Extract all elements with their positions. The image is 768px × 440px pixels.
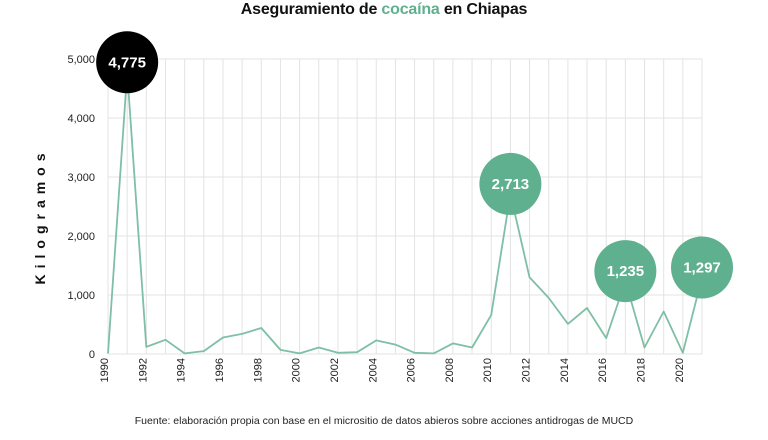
x-tick-label: 1996 — [214, 358, 226, 382]
callout-label: 2,713 — [492, 176, 530, 193]
callout-label: 1,235 — [607, 263, 645, 280]
y-axis-label: Kilogramos — [32, 147, 48, 284]
title-suffix: en Chiapas — [439, 1, 528, 18]
callout-circle — [594, 240, 657, 303]
y-tick-label: 5,000 — [67, 54, 95, 66]
x-axis-ticks: 1990 1992 1994 1996 1998 2000 2002 2004 2006 2008… — [99, 358, 686, 382]
x-tick-label: 2008 — [444, 358, 456, 382]
data-callout: 1,235 — [594, 240, 657, 303]
callout-circle — [671, 236, 733, 299]
x-tick-label: 1990 — [99, 358, 111, 382]
x-tick-label: 2002 — [329, 358, 341, 382]
data-callout: 1,297 — [671, 236, 733, 299]
x-tick-label: 2012 — [521, 358, 533, 382]
data-line — [107, 71, 703, 355]
y-tick-label: 0 — [89, 349, 95, 361]
y-tick-label: 1,000 — [67, 290, 95, 302]
y-axis-ticks: 0 1,000 2,000 3,000 4,000 5,000 — [67, 54, 95, 361]
x-tick-label: 2004 — [367, 358, 379, 382]
y-tick-label: 3,000 — [67, 172, 95, 184]
callout-circle — [479, 152, 542, 215]
y-tick-label: 2,000 — [67, 231, 95, 243]
grid — [107, 58, 703, 355]
callout-label: 4,775 — [108, 54, 146, 71]
callout-circle — [96, 31, 159, 94]
x-tick-label: 2000 — [291, 358, 303, 382]
title-highlight: cocaína — [381, 1, 440, 18]
source-note: Fuente: elaboración propia con base en e… — [134, 415, 634, 427]
y-tick-label: 4,000 — [67, 113, 95, 125]
data-callout: 4,775 — [96, 31, 159, 94]
chart-title: Aseguramiento de cocaína en Chiapas — [0, 1, 768, 19]
callouts: 4,775 2,713 1,235 1,297 — [96, 31, 733, 303]
x-tick-label: 2016 — [597, 358, 609, 382]
title-prefix: Aseguramiento de — [240, 1, 382, 18]
x-tick-label: 2010 — [482, 358, 494, 382]
callout-label: 1,297 — [683, 259, 721, 276]
data-callout: 2,713 — [479, 152, 542, 215]
x-tick-label: 1998 — [252, 358, 264, 382]
x-tick-label: 2006 — [406, 358, 418, 382]
x-tick-label: 1994 — [176, 358, 188, 382]
x-tick-label: 2018 — [636, 358, 648, 382]
series-line — [107, 71, 703, 355]
x-tick-label: 2014 — [559, 358, 571, 382]
x-tick-label: 1992 — [137, 358, 149, 382]
x-tick-label: 2020 — [674, 358, 686, 382]
